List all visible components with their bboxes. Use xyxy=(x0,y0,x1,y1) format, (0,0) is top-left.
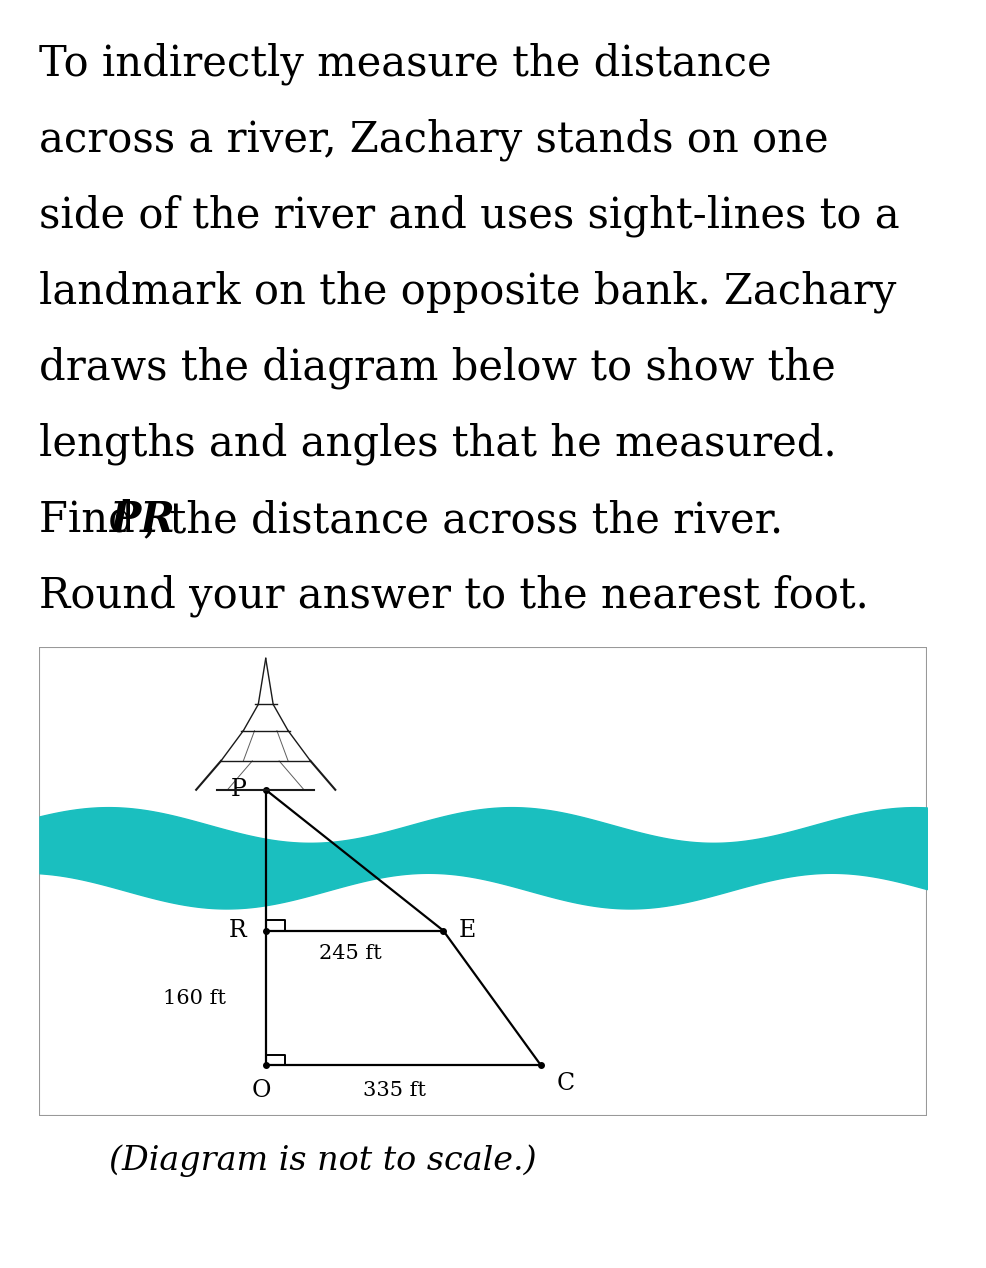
Text: 245 ft: 245 ft xyxy=(318,945,382,964)
Text: lengths and angles that he measured.: lengths and angles that he measured. xyxy=(38,422,836,465)
Text: O: O xyxy=(251,1079,271,1102)
Text: side of the river and uses sight-lines to a: side of the river and uses sight-lines t… xyxy=(38,194,899,237)
Text: Find: Find xyxy=(38,498,148,541)
Text: across a river, Zachary stands on one: across a river, Zachary stands on one xyxy=(38,118,828,161)
Text: R: R xyxy=(229,919,246,942)
Text: landmark on the opposite bank. Zachary: landmark on the opposite bank. Zachary xyxy=(38,270,896,313)
Text: E: E xyxy=(459,919,476,942)
Text: 160 ft: 160 ft xyxy=(164,989,226,1008)
Text: To indirectly measure the distance: To indirectly measure the distance xyxy=(38,42,771,85)
Text: Round your answer to the nearest foot.: Round your answer to the nearest foot. xyxy=(38,574,869,618)
Text: P: P xyxy=(231,779,246,801)
Text: (Diagram is not to scale.): (Diagram is not to scale.) xyxy=(108,1144,536,1177)
Text: draws the diagram below to show the: draws the diagram below to show the xyxy=(38,346,835,389)
Text: C: C xyxy=(557,1073,575,1096)
Text: 335 ft: 335 ft xyxy=(363,1080,426,1099)
Text: , the distance across the river.: , the distance across the river. xyxy=(143,498,783,541)
Text: PR: PR xyxy=(109,498,176,541)
